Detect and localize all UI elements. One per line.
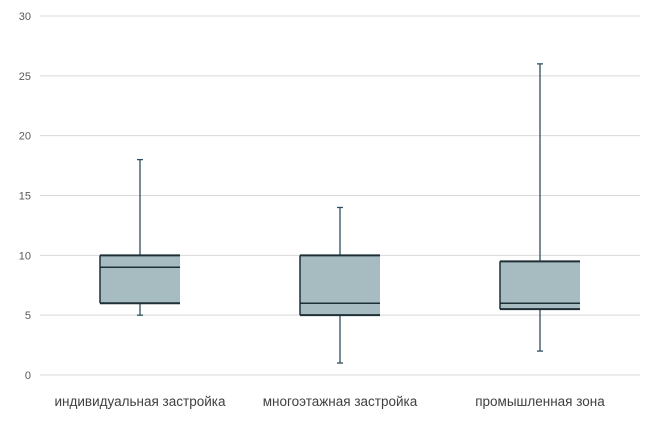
y-axis-ticks: 0 5 10 15 20 25 30 (19, 11, 31, 382)
y-tick-label: 20 (19, 131, 31, 143)
iqr-box (300, 255, 380, 316)
iqr-box (500, 261, 580, 310)
y-tick-label: 10 (19, 250, 31, 262)
y-tick-label: 0 (25, 370, 31, 382)
iqr-box (100, 255, 180, 304)
y-tick-label: 15 (19, 191, 31, 203)
x-category-label: многоэтажная застройка (263, 394, 418, 409)
x-category-label: индивидуальная застройка (55, 394, 226, 409)
y-tick-label: 30 (19, 11, 31, 23)
x-category-label: промышленная зона (475, 394, 605, 409)
x-axis-categories: индивидуальная застройка многоэтажная зас… (55, 394, 606, 409)
box-2 (299, 206, 380, 364)
box-series (99, 63, 580, 364)
y-tick-label: 25 (19, 71, 31, 83)
box-3 (499, 63, 580, 352)
box-1 (99, 158, 180, 316)
y-tick-label: 5 (25, 310, 31, 322)
